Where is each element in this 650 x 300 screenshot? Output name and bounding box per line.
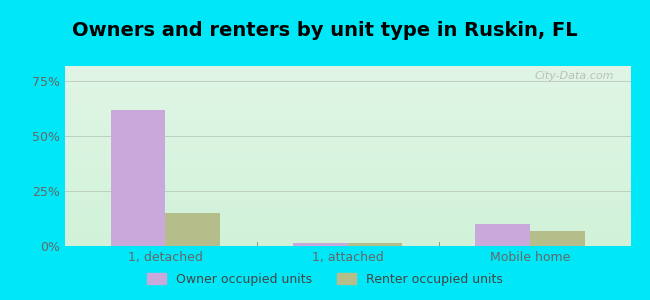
Bar xyxy=(475,224,530,246)
Bar xyxy=(293,243,348,246)
Bar xyxy=(530,231,585,246)
Text: City-Data.com: City-Data.com xyxy=(534,71,614,81)
Bar xyxy=(111,110,165,246)
Bar xyxy=(165,213,220,246)
Legend: Owner occupied units, Renter occupied units: Owner occupied units, Renter occupied un… xyxy=(142,268,508,291)
Bar xyxy=(348,243,402,246)
Text: Owners and renters by unit type in Ruskin, FL: Owners and renters by unit type in Ruski… xyxy=(72,21,578,40)
